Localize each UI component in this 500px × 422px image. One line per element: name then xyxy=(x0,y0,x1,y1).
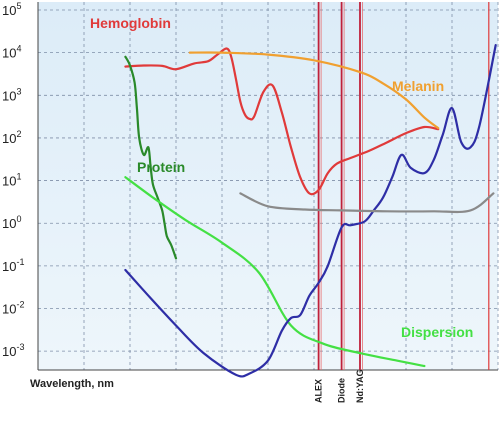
x-axis-label: Wavelength, nm xyxy=(30,378,114,390)
series-line-protein xyxy=(124,55,178,260)
series-line-hemoglobin xyxy=(124,47,440,196)
series-line xyxy=(239,192,495,214)
series-label-hemoglobin: Hemoglobin xyxy=(90,15,171,31)
series-lines xyxy=(124,44,497,378)
laser-lines: ALEX Diode Nd:YAG xyxy=(314,2,490,403)
y-axis-ticks: 105 104 103 102 101 100 10-1 10-2 10-3 xyxy=(2,1,24,359)
laser-label: Nd:YAG xyxy=(355,369,365,403)
y-tick-label: 102 xyxy=(2,129,21,146)
series-labels: Hemoglobin Melanin Protein Dispersion xyxy=(90,15,473,340)
laser-label: Diode xyxy=(337,378,347,403)
series-line-melanin xyxy=(188,51,440,130)
laser-label: ALEX xyxy=(314,379,324,403)
series-label-melanin: Melanin xyxy=(392,78,444,94)
series-label-dispersion: Dispersion xyxy=(401,324,473,340)
y-tick-label: 10-2 xyxy=(2,300,24,317)
series-line xyxy=(124,44,497,378)
y-tick-label: 10-1 xyxy=(2,257,24,274)
y-tick-label: 10-3 xyxy=(2,342,24,359)
y-tick-label: 100 xyxy=(2,214,21,231)
y-tick-label: 104 xyxy=(2,44,21,61)
series-label-protein: Protein xyxy=(137,159,185,175)
y-tick-label: 105 xyxy=(2,1,21,18)
y-tick-label: 103 xyxy=(2,86,21,103)
series-line-dispersion xyxy=(124,176,426,368)
y-tick-label: 101 xyxy=(2,172,21,189)
